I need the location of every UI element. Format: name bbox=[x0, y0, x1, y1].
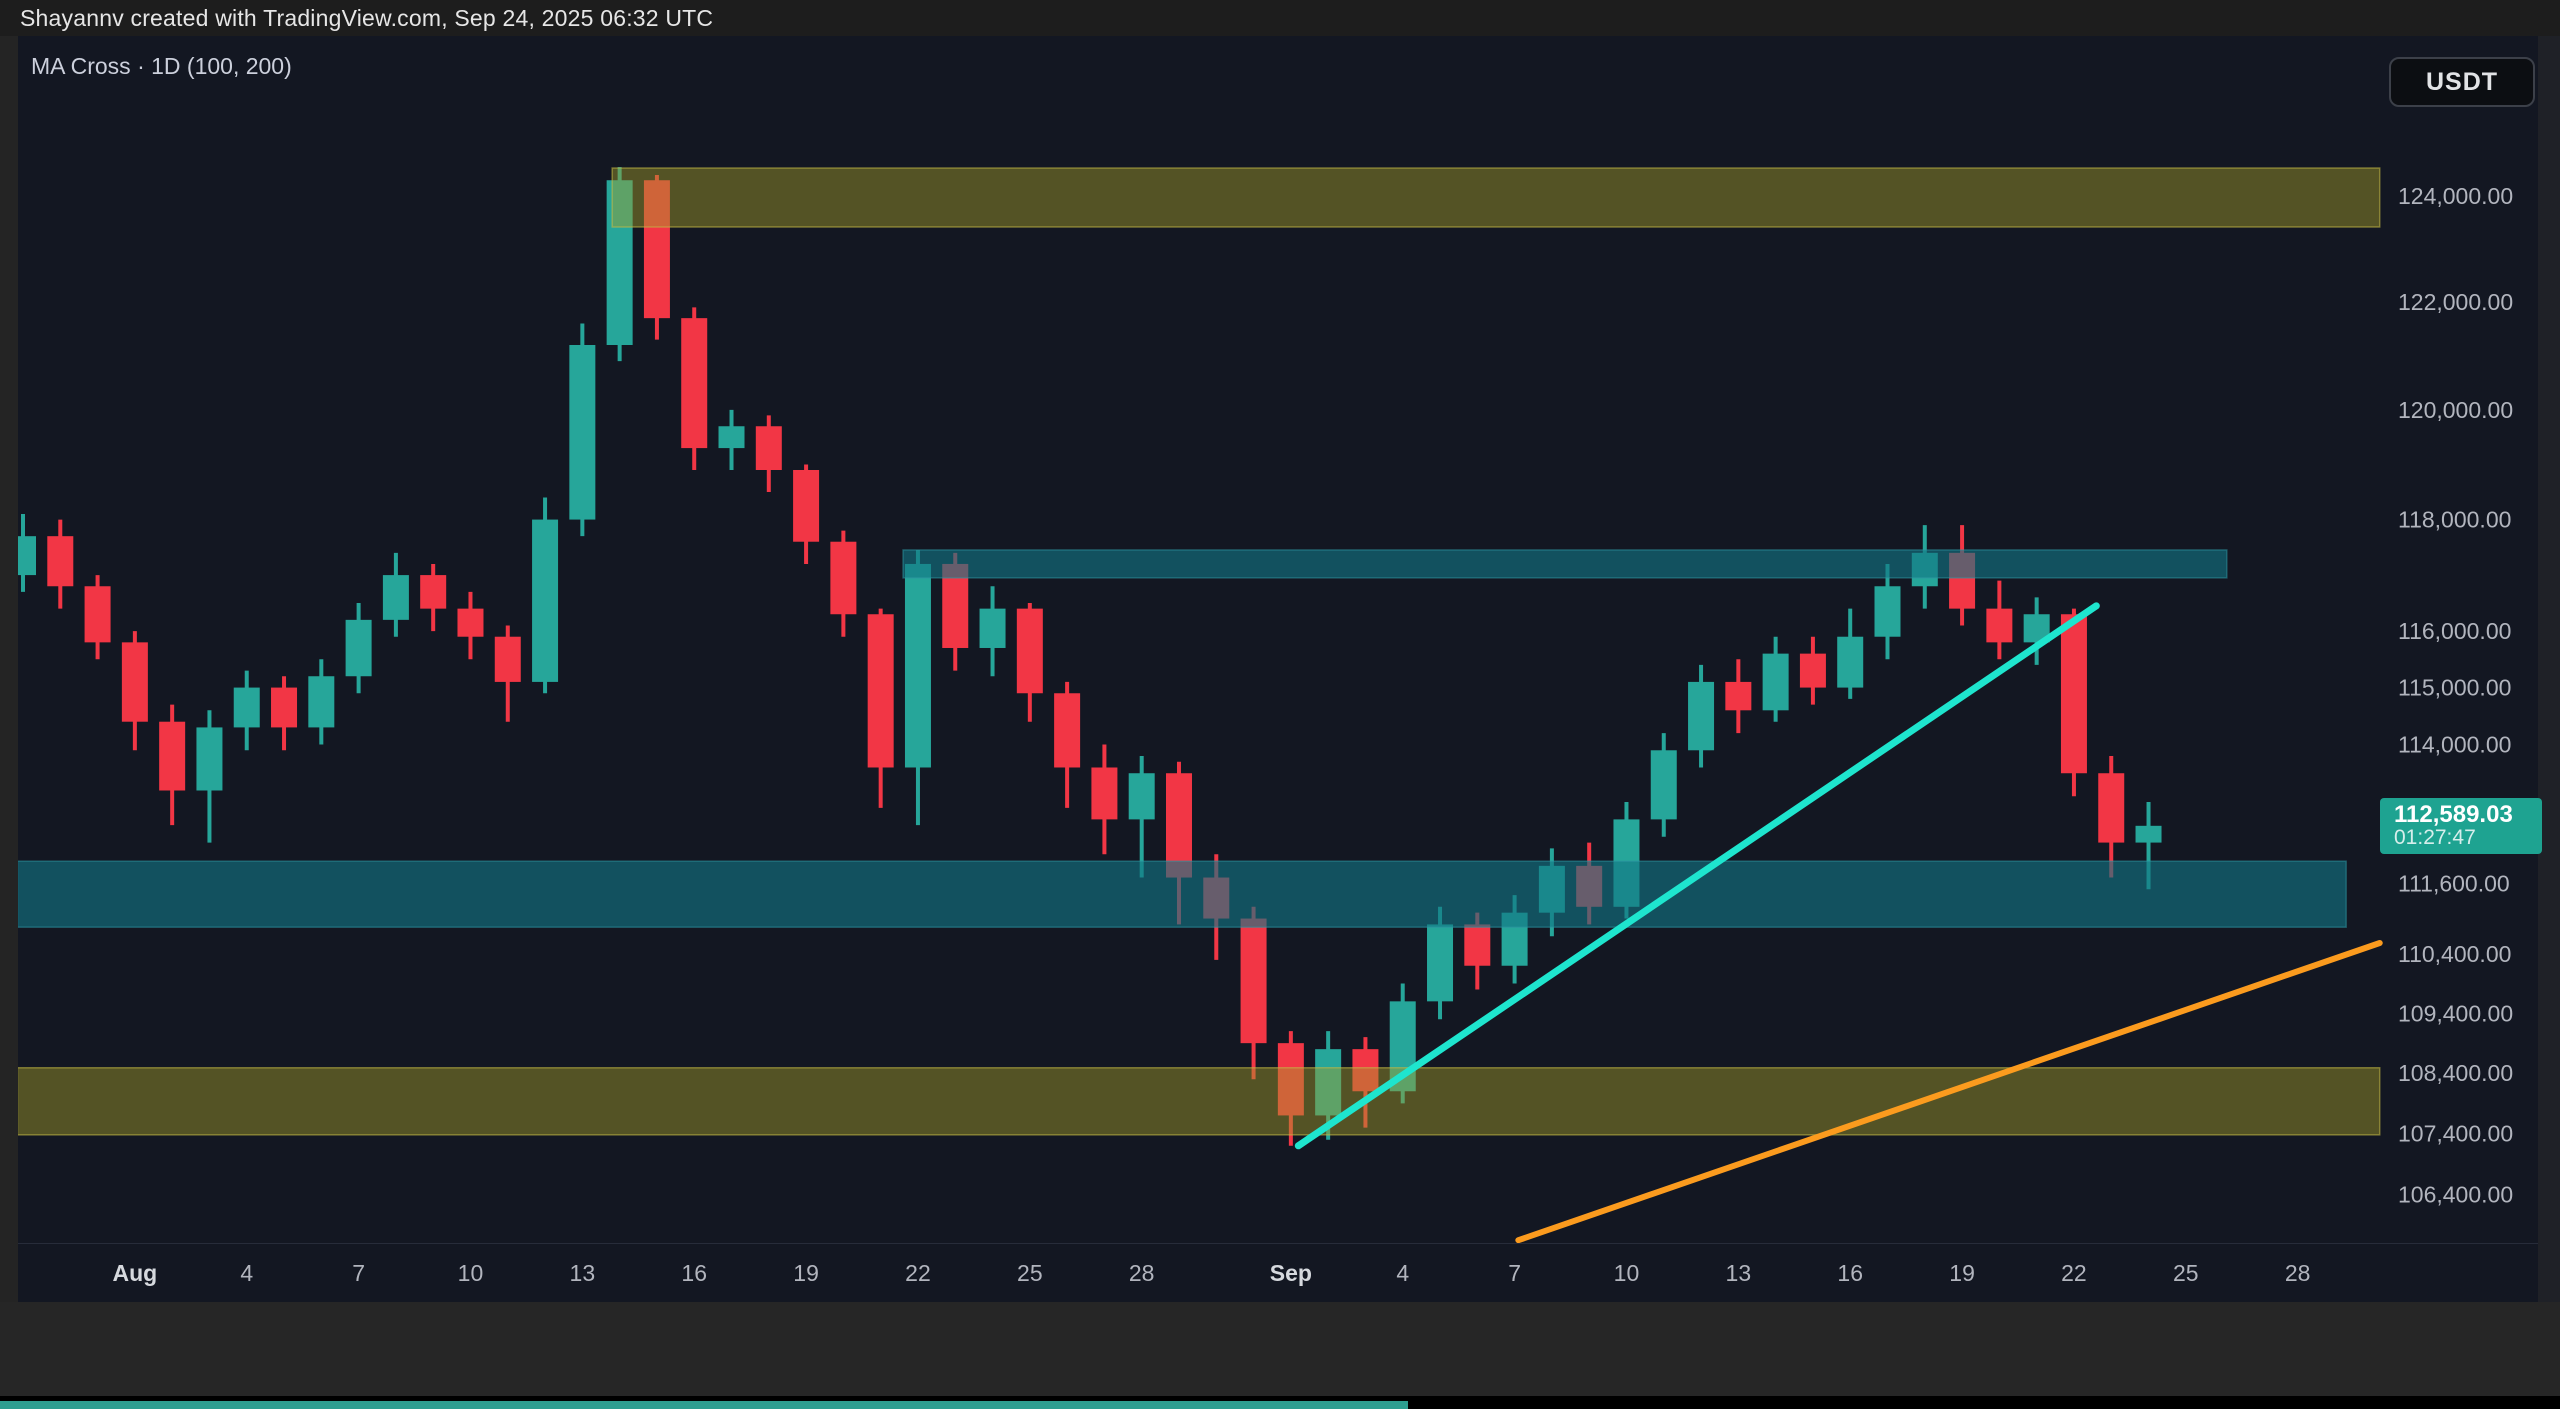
supply-zone-mid[interactable] bbox=[902, 549, 2228, 579]
price-axis-label: 106,400.00 bbox=[2398, 1182, 2513, 1208]
candle bbox=[793, 464, 820, 564]
last-price-value: 112,589.03 bbox=[2394, 800, 2513, 828]
cyan-trendline[interactable] bbox=[1294, 602, 2100, 1150]
candle bbox=[1240, 906, 1267, 1080]
candle bbox=[1874, 563, 1901, 660]
candle bbox=[271, 676, 298, 751]
candle bbox=[1054, 681, 1081, 808]
candle bbox=[159, 704, 186, 826]
time-axis-label: 22 bbox=[905, 1260, 931, 1286]
demand-zone-bottom[interactable] bbox=[16, 1067, 2381, 1136]
time-axis-label: 4 bbox=[240, 1260, 253, 1286]
price-axis-label: 115,000.00 bbox=[2398, 675, 2511, 701]
time-axis-label: 19 bbox=[1949, 1260, 1975, 1286]
right-margin bbox=[2538, 36, 2560, 1302]
price-axis-label: 107,400.00 bbox=[2398, 1121, 2513, 1147]
time-axis-label: 25 bbox=[1017, 1260, 1043, 1286]
time-axis-label: Sep bbox=[1270, 1260, 1312, 1286]
candle bbox=[494, 625, 521, 722]
footer-bar: TradingView bbox=[0, 1302, 2560, 1396]
candlestick-series bbox=[10, 167, 2162, 1146]
candle bbox=[1986, 580, 2013, 660]
price-axis-label: 122,000.00 bbox=[2398, 289, 2513, 315]
candle bbox=[1725, 659, 1752, 734]
candle bbox=[643, 174, 670, 340]
candle bbox=[1762, 636, 1789, 722]
time-axis-label: 28 bbox=[2285, 1260, 2311, 1286]
price-chart-canvas[interactable]: 124,000.00 122,000.00 120,000.00 118,000.00… bbox=[10, 36, 2538, 1302]
candle bbox=[2060, 608, 2087, 797]
orange-trendline[interactable] bbox=[1515, 939, 2383, 1244]
candle bbox=[10, 514, 36, 592]
candle bbox=[233, 670, 260, 751]
candle bbox=[904, 550, 931, 826]
chart-region: 124,000.00 122,000.00 120,000.00 118,000.00… bbox=[10, 36, 2538, 1302]
candle bbox=[196, 710, 223, 843]
last-price-tag: 112,589.03 01:27:47 bbox=[2380, 797, 2542, 854]
time-axis-label: 22 bbox=[2061, 1260, 2087, 1286]
candle bbox=[47, 519, 74, 609]
price-axis-label: 120,000.00 bbox=[2398, 397, 2513, 423]
time-axis-label: 7 bbox=[1508, 1260, 1521, 1286]
time-axis-label: 16 bbox=[1837, 1260, 1863, 1286]
time-axis-label: 16 bbox=[681, 1260, 707, 1286]
time-axis[interactable]: Aug 4 7 10 13 16 19 22 25 28 Sep 4 7 10 13 16 19 22 25 28 bbox=[113, 1260, 2311, 1286]
price-axis[interactable]: 124,000.00 122,000.00 120,000.00 118,000.00… bbox=[2398, 183, 2513, 1208]
candle bbox=[420, 563, 447, 632]
candle bbox=[382, 552, 409, 637]
candle bbox=[1277, 1031, 1304, 1146]
attribution-text: Shayannv created with TradingView.com, S… bbox=[20, 5, 714, 31]
candle bbox=[718, 409, 745, 470]
attribution-bar: Shayannv created with TradingView.com, S… bbox=[0, 0, 2560, 36]
time-axis-label: 13 bbox=[1726, 1260, 1752, 1286]
candle bbox=[569, 323, 596, 537]
time-axis-label: 25 bbox=[2173, 1260, 2199, 1286]
bar-countdown: 01:27:47 bbox=[2394, 825, 2476, 849]
candle bbox=[121, 631, 148, 751]
supply-zone-top[interactable] bbox=[611, 167, 2381, 228]
demand-zone-mid[interactable] bbox=[16, 860, 2347, 928]
time-axis-label: 7 bbox=[352, 1260, 365, 1286]
candle bbox=[979, 586, 1006, 677]
progress-bar[interactable] bbox=[0, 1401, 1408, 1409]
price-axis-label: 114,000.00 bbox=[2398, 732, 2511, 758]
candle bbox=[681, 307, 708, 470]
candle bbox=[1837, 608, 1864, 699]
candle bbox=[532, 497, 559, 694]
candle bbox=[2098, 756, 2125, 878]
price-axis-label: 108,400.00 bbox=[2398, 1060, 2513, 1086]
candle bbox=[84, 575, 111, 660]
candle bbox=[1352, 1037, 1379, 1128]
candle bbox=[1128, 756, 1155, 878]
candle bbox=[1688, 664, 1715, 768]
time-axis-label: Aug bbox=[113, 1260, 158, 1286]
price-axis-label: 116,000.00 bbox=[2398, 618, 2511, 644]
candle bbox=[1091, 744, 1118, 855]
candle bbox=[606, 167, 633, 362]
candle bbox=[1799, 636, 1826, 705]
supply-demand-zones bbox=[16, 167, 2381, 1136]
price-axis-label: 124,000.00 bbox=[2398, 183, 2513, 209]
candle bbox=[1650, 733, 1677, 837]
time-axis-label: 10 bbox=[458, 1260, 484, 1286]
price-axis-label: 109,400.00 bbox=[2398, 1000, 2513, 1026]
candle bbox=[345, 603, 372, 694]
candle bbox=[755, 415, 782, 492]
time-axis-label: 19 bbox=[793, 1260, 819, 1286]
price-axis-label: 118,000.00 bbox=[2398, 507, 2511, 533]
time-axis-label: 13 bbox=[570, 1260, 596, 1286]
time-axis-label: 10 bbox=[1614, 1260, 1640, 1286]
currency-toggle-button[interactable]: USDT bbox=[2389, 57, 2535, 107]
candle bbox=[830, 530, 857, 637]
price-axis-label: 111,600.00 bbox=[2398, 870, 2510, 896]
price-axis-label: 110,400.00 bbox=[2398, 941, 2511, 967]
time-axis-label: 28 bbox=[1129, 1260, 1155, 1286]
time-axis-label: 4 bbox=[1396, 1260, 1409, 1286]
candle bbox=[457, 591, 484, 660]
candle bbox=[308, 659, 335, 745]
candle bbox=[1016, 603, 1043, 722]
candle bbox=[867, 608, 894, 808]
indicator-legend: MA Cross · 1D (100, 200) bbox=[31, 53, 292, 79]
